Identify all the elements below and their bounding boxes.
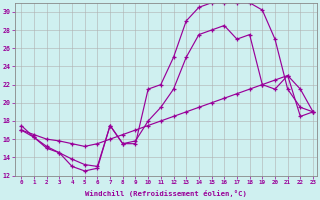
- X-axis label: Windchill (Refroidissement éolien,°C): Windchill (Refroidissement éolien,°C): [85, 190, 247, 197]
